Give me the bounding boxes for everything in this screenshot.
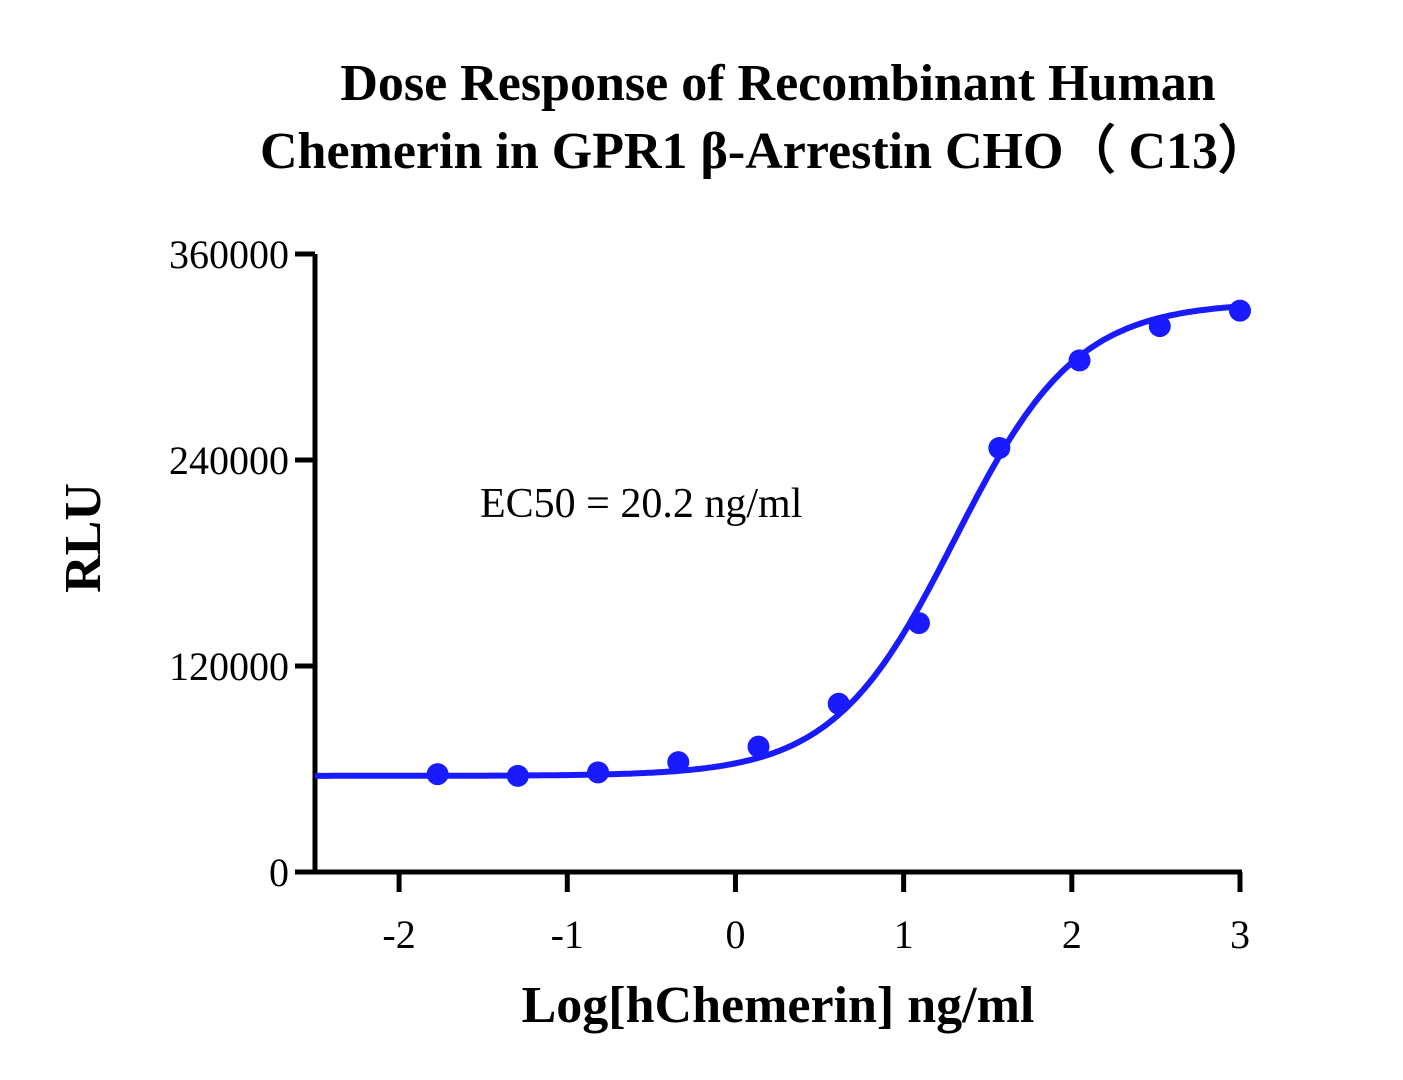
x-axis-label: Log[hChemerin] ng/ml	[522, 977, 1035, 1034]
y-axis-label: RLU	[55, 483, 112, 593]
fit-curve	[315, 303, 1241, 779]
data-point	[426, 763, 449, 786]
y-tick-label: 360000	[169, 232, 289, 277]
data-point	[988, 436, 1011, 459]
data-point	[907, 612, 930, 635]
y-tick-label: 120000	[169, 644, 289, 689]
data-point	[827, 692, 850, 715]
data-point	[667, 751, 690, 774]
data-point	[747, 735, 770, 758]
ec50-annotation: EC50 = 20.2 ng/ml	[480, 481, 802, 527]
x-tick-label: 3	[1230, 912, 1250, 957]
x-tick-label: 1	[894, 912, 914, 957]
data-point	[1148, 315, 1171, 338]
chart-title-line-1: Dose Response of Recombinant Human	[340, 55, 1215, 112]
y-tick-label: 0	[269, 850, 289, 895]
x-tick-label: -1	[551, 912, 584, 957]
chart-title-line-2: Chemerin in GPR1 β-Arrestin CHO（ C13）	[260, 122, 1270, 180]
data-point	[1229, 299, 1251, 322]
data-point	[587, 761, 610, 784]
x-tick-label: -2	[382, 912, 415, 957]
y-tick-label: 240000	[169, 438, 289, 483]
x-tick-label: 2	[1062, 912, 1082, 957]
data-point	[506, 764, 529, 787]
x-tick-label: 0	[725, 912, 745, 957]
data-point	[1068, 349, 1091, 372]
